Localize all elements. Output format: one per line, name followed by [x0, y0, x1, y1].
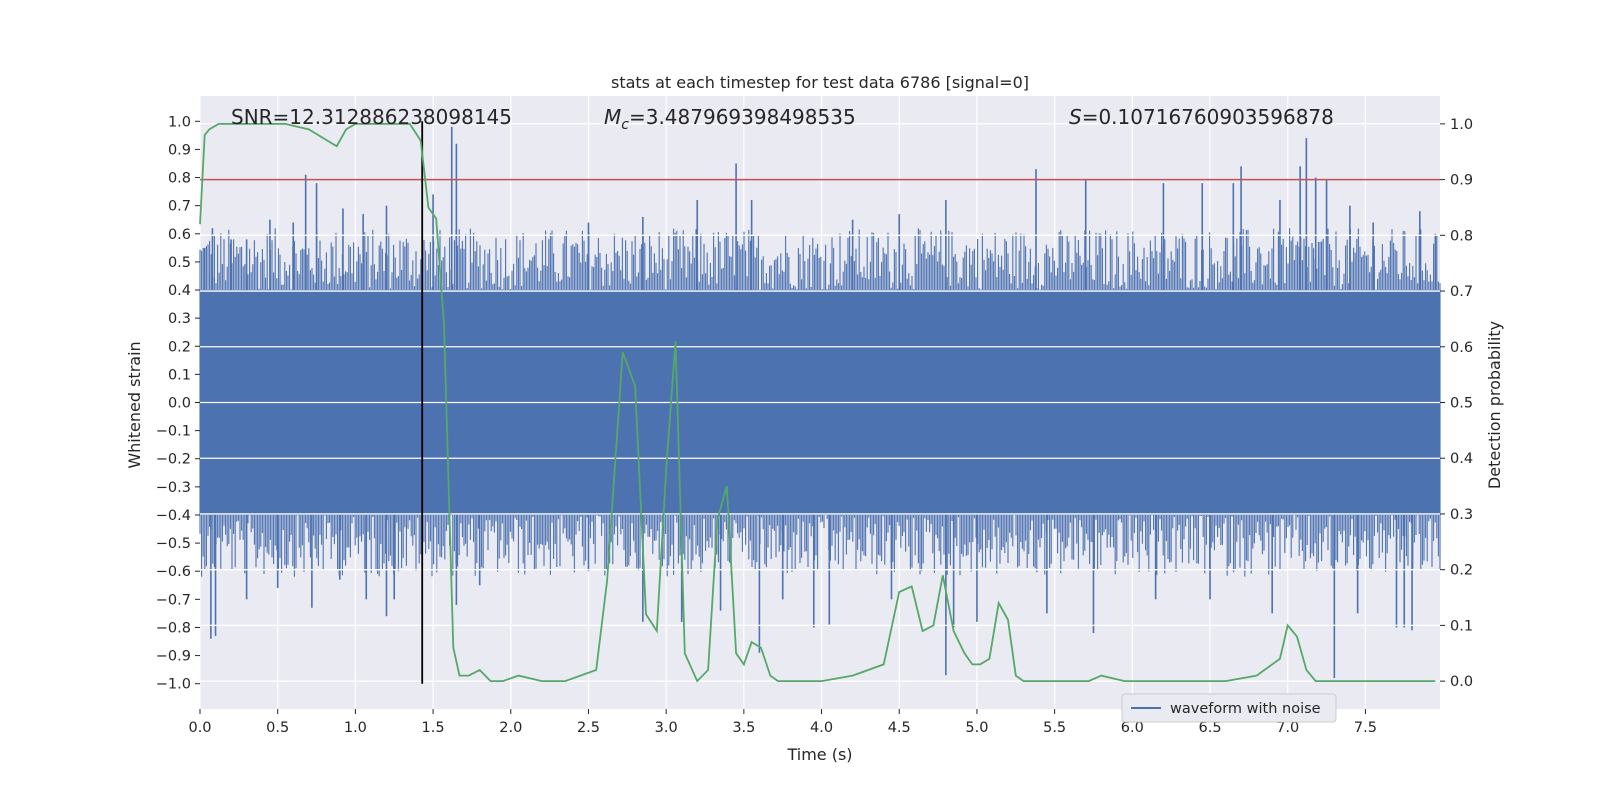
y-left-tick-label: −1.0 — [156, 677, 191, 693]
y-right-tick-label: 0.4 — [1450, 451, 1473, 467]
x-tick-label: 3.5 — [732, 720, 755, 736]
y-left-tick-label: 0.2 — [168, 339, 191, 355]
y-left-tick-label: −0.9 — [156, 649, 191, 665]
y-left-tick-label: 0.3 — [168, 311, 191, 327]
y-right-tick-label: 0.3 — [1450, 507, 1473, 523]
x-tick-label: 3.0 — [655, 720, 678, 736]
y-left-tick-label: −0.7 — [156, 592, 191, 608]
waveform-jitter — [199, 228, 1441, 577]
x-tick-label: 4.0 — [810, 720, 833, 736]
y-left-tick-label: −0.2 — [156, 452, 191, 468]
y-right-tick-label: 0.6 — [1450, 340, 1473, 356]
y-left-tick-label: 0.5 — [168, 255, 191, 271]
y-left-tick-label: −0.5 — [156, 536, 191, 552]
y-right-tick-label: 0.5 — [1450, 396, 1473, 412]
x-tick-label: 1.0 — [344, 720, 367, 736]
y-left-tick-label: −0.8 — [156, 620, 191, 636]
x-tick-label: 7.0 — [1276, 720, 1299, 736]
legend-label: waveform with noise — [1170, 701, 1321, 717]
y-right-axis-label: Detection probability — [1485, 321, 1504, 489]
x-tick-label: 7.5 — [1354, 720, 1377, 736]
x-tick-label: 6.0 — [1121, 720, 1144, 736]
y-left-axis-ticks: 1.0 0.9 0.8 0.7 0.6 0.5 0.4 0.3 0.2 0.1 0.0 −0.1 −0.… — [156, 114, 200, 693]
y-right-tick-label: 0.7 — [1450, 284, 1473, 300]
chart-title: stats at each timestep for test data 678… — [611, 73, 1029, 92]
y-right-tick-label: 1.0 — [1450, 117, 1473, 133]
y-left-tick-label: −0.3 — [156, 480, 191, 496]
probability-series — [199, 123, 1436, 683]
y-left-axis-label: Whitened strain — [125, 341, 144, 468]
snr-annotation: SNR=12.312886238098145 — [231, 105, 512, 129]
y-left-tick-label: 0.0 — [168, 396, 191, 412]
x-tick-label: 6.5 — [1198, 720, 1221, 736]
y-left-tick-label: 1.0 — [168, 114, 191, 130]
y-right-tick-label: 0.2 — [1450, 563, 1473, 579]
x-tick-label: 0.5 — [266, 720, 289, 736]
chirp-mass-annotation: Mc=3.487969398498535 — [604, 105, 856, 133]
y-right-tick-label: 0.8 — [1450, 228, 1473, 244]
s-annotation: S=0.10716760903596878 — [1069, 105, 1334, 129]
x-tick-label: 5.0 — [965, 720, 988, 736]
y-right-tick-label: 0.9 — [1450, 173, 1473, 189]
y-right-tick-label: 0.0 — [1450, 674, 1473, 690]
y-left-tick-label: 0.8 — [168, 171, 191, 187]
y-left-tick-label: 0.9 — [168, 142, 191, 158]
y-left-tick-label: 0.1 — [168, 367, 191, 383]
x-tick-label: 0.0 — [188, 720, 211, 736]
x-tick-label: 2.5 — [577, 720, 600, 736]
y-right-tick-label: 0.1 — [1450, 618, 1473, 634]
legend-box — [1121, 693, 1337, 723]
x-axis-label: Time (s) — [786, 745, 852, 764]
y-left-tick-label: −0.4 — [156, 508, 191, 524]
x-tick-label: 1.5 — [422, 720, 445, 736]
legend: waveform with noise — [1121, 693, 1337, 723]
x-axis-ticks: 0.0 0.5 1.0 1.5 2.0 2.5 3.0 3.5 4.0 4.5 5.0 5.5 6.0 6… — [188, 709, 1377, 736]
y-left-tick-label: 0.7 — [168, 199, 191, 215]
x-tick-label: 2.0 — [499, 720, 522, 736]
y-left-tick-label: 0.4 — [168, 283, 191, 299]
y-left-tick-label: −0.6 — [156, 564, 191, 580]
x-tick-label: 4.5 — [888, 720, 911, 736]
y-left-tick-label: −0.1 — [156, 424, 191, 440]
x-tick-label: 5.5 — [1043, 720, 1066, 736]
y-left-tick-label: 0.6 — [168, 227, 191, 243]
y-right-axis-ticks: 1.0 0.9 0.8 0.7 0.6 0.5 0.4 0.3 0.2 0.1 0.0 — [1440, 117, 1473, 690]
